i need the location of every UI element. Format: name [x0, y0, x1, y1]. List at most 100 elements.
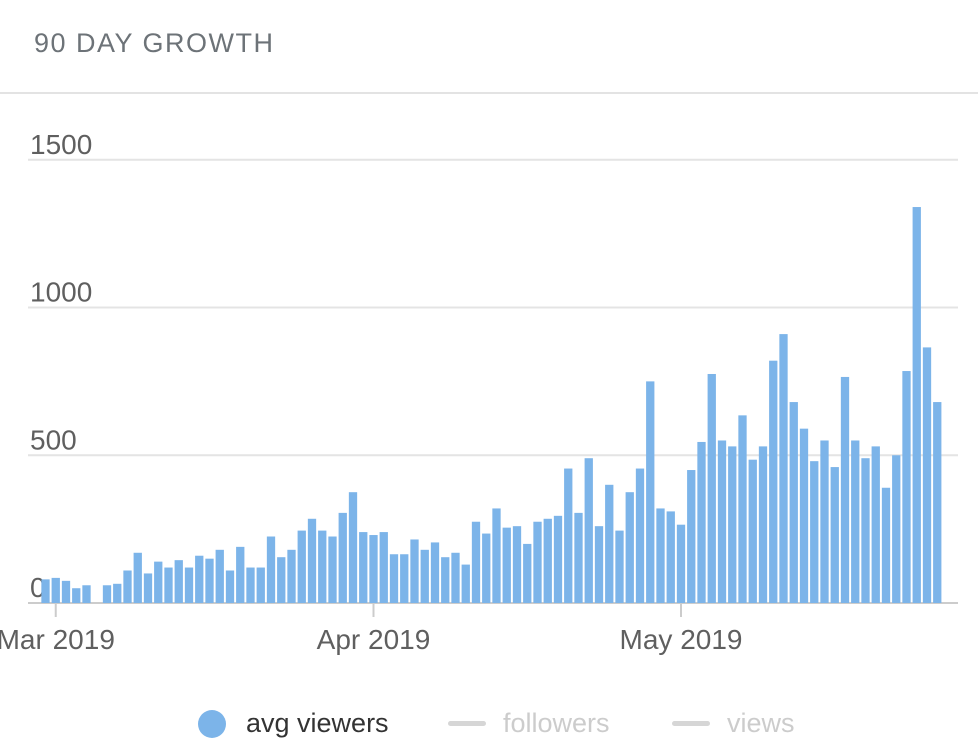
bar [902, 371, 911, 603]
bar [471, 521, 481, 603]
bar [236, 546, 245, 603]
legend-line-icon [448, 721, 486, 726]
bar [184, 567, 194, 603]
bar [748, 459, 757, 603]
bar [215, 549, 224, 603]
bar [697, 441, 706, 603]
legend-dot-icon [198, 709, 226, 738]
bar [420, 549, 429, 603]
bar [594, 526, 604, 603]
bar [277, 557, 286, 603]
bar [769, 360, 778, 603]
bar [564, 468, 573, 603]
bar [379, 532, 388, 603]
bar [225, 570, 235, 603]
bar [143, 573, 153, 603]
bar [256, 567, 265, 603]
bar [430, 542, 440, 603]
bar [389, 554, 399, 603]
bar [348, 492, 358, 603]
bar [266, 536, 276, 603]
bar [533, 521, 542, 603]
bar [164, 567, 173, 603]
y-tick-label: 1000 [30, 277, 92, 308]
bar [543, 518, 552, 603]
bar [113, 583, 122, 603]
x-tick-label: May 2019 [620, 624, 743, 655]
bar [410, 539, 419, 603]
bar [799, 428, 809, 603]
bar [123, 570, 132, 603]
bar [441, 557, 450, 603]
legend-item-followers[interactable]: followers [448, 708, 610, 739]
bar [830, 467, 839, 603]
bar [851, 440, 860, 603]
bar [625, 492, 634, 603]
legend-label-views: views [727, 708, 795, 738]
bar [810, 461, 819, 603]
bar [646, 381, 655, 603]
bar [359, 532, 368, 603]
bar [871, 446, 880, 603]
bar [195, 555, 204, 603]
bar [861, 458, 870, 603]
card-header: 90 DAY GROWTH [0, 0, 978, 94]
bar [51, 577, 60, 603]
bar [502, 527, 511, 603]
y-tick-label: 500 [30, 424, 77, 455]
bar [922, 347, 932, 603]
legend-item-views[interactable]: views [672, 708, 795, 739]
bar [318, 530, 327, 603]
bar [933, 402, 942, 603]
bar [82, 585, 91, 603]
bar [523, 543, 532, 603]
bar [728, 446, 737, 603]
bar [61, 580, 71, 603]
bar [605, 484, 614, 603]
bar [912, 207, 921, 603]
bar [584, 458, 593, 603]
bar [307, 518, 317, 603]
bar [482, 533, 491, 603]
bar [400, 554, 409, 603]
bar [820, 440, 829, 603]
bar [133, 552, 142, 603]
bar [574, 512, 583, 603]
bar [205, 558, 214, 603]
bar [789, 402, 798, 603]
bar [666, 511, 675, 603]
bar [656, 508, 665, 603]
bar [892, 455, 901, 603]
bar [553, 515, 563, 603]
legend-label-avg-viewers: avg viewers [246, 708, 389, 738]
bar [72, 588, 81, 603]
bar [338, 512, 347, 603]
bar [41, 579, 50, 603]
bar [707, 373, 716, 603]
bar [492, 508, 501, 603]
bar [369, 535, 378, 603]
legend-line-icon [672, 721, 710, 726]
chart-legend: avg viewers followers views [0, 700, 978, 750]
bar [676, 524, 686, 603]
bar [154, 561, 163, 603]
bar [451, 552, 460, 603]
legend-label-followers: followers [503, 708, 610, 738]
bar [738, 415, 747, 603]
bar [758, 446, 768, 603]
x-tick-label: Mar 2019 [0, 624, 115, 655]
bar [881, 487, 891, 603]
bar [717, 440, 727, 603]
bar [615, 530, 624, 603]
legend-item-avg-viewers[interactable]: avg viewers [198, 708, 389, 739]
bar [287, 549, 296, 603]
x-tick-label: Apr 2019 [317, 624, 431, 655]
bar [635, 468, 645, 603]
bar [512, 526, 522, 603]
bar [840, 376, 850, 603]
bar [174, 560, 183, 603]
bar [297, 530, 306, 603]
bar [687, 470, 696, 603]
bar [328, 536, 337, 603]
